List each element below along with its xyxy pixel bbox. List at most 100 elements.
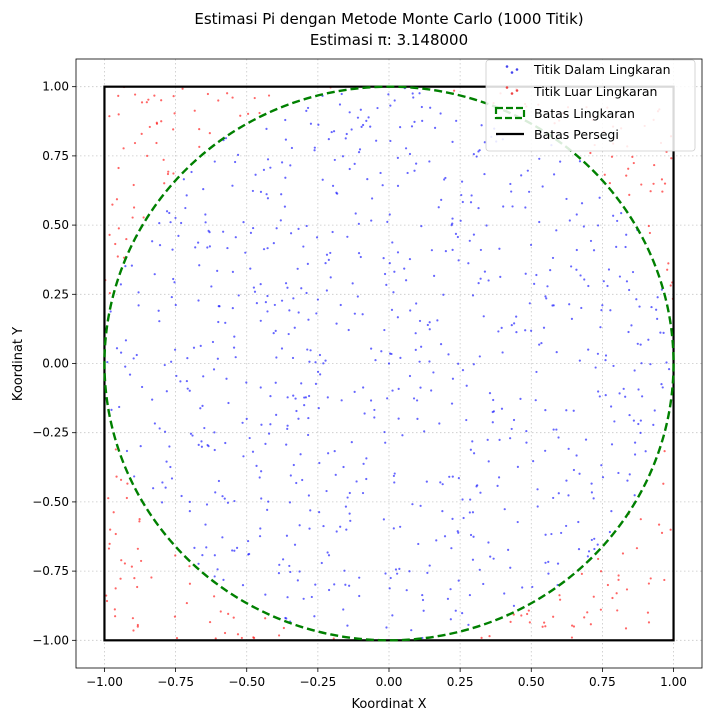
inside-point [231,549,234,552]
inside-point [213,160,216,163]
outside-point [589,623,592,626]
inside-point [394,568,398,571]
inside-point [207,229,210,232]
inside-point [641,395,644,398]
inside-point [465,418,468,422]
inside-point [200,445,203,448]
inside-point [661,386,664,389]
inside-point [430,389,433,392]
inside-point [308,360,311,363]
outside-point [163,182,166,185]
inside-point [396,251,400,254]
inside-point [158,244,162,247]
inside-point [631,270,635,274]
inside-point [659,331,662,334]
outside-point [621,552,625,555]
outside-point [572,625,576,628]
inside-point [387,93,390,96]
inside-point [594,366,597,369]
inside-point [600,309,603,312]
inside-point [329,276,332,279]
inside-point [491,410,494,414]
inside-point [396,184,400,187]
inside-point [625,233,628,236]
inside-point [547,560,550,563]
inside-point [160,501,164,504]
inside-point [417,542,420,546]
inside-point [165,210,169,213]
inside-point [283,205,287,208]
inside-point [565,409,568,412]
inside-point [380,350,383,353]
inside-point [194,246,197,249]
inside-point [578,359,581,362]
outside-point [646,611,650,614]
outside-point [617,574,620,577]
outside-point [138,518,141,521]
outside-point [136,585,139,589]
inside-point [600,464,603,467]
inside-point [426,571,429,574]
inside-point [461,612,464,615]
inside-point [106,360,109,364]
inside-point [570,317,574,320]
inside-point [363,412,366,415]
inside-point [338,103,342,106]
outside-point [175,636,179,640]
outside-point [267,94,271,97]
inside-point [258,476,261,479]
inside-point [308,527,311,530]
inside-point [175,374,178,378]
inside-point [216,568,219,571]
inside-point [151,240,154,243]
inside-point [307,416,310,420]
inside-point [639,431,642,435]
inside-point [592,249,596,252]
inside-point [575,454,578,457]
inside-point [339,303,342,307]
inside-point [627,330,630,334]
inside-point [191,434,194,437]
inside-point [349,519,352,522]
inside-point [265,127,268,131]
inside-point [199,344,202,348]
inside-point [388,262,391,265]
outside-point [667,262,670,265]
inside-point [602,280,605,283]
inside-point [255,464,258,467]
inside-point [555,229,558,232]
inside-point [326,396,329,399]
outside-point [108,233,111,236]
inside-point [300,382,303,385]
inside-point [565,524,568,528]
inside-point [333,583,336,586]
inside-point [180,221,183,225]
inside-point [532,460,535,463]
inside-point [212,368,216,371]
outside-point [198,128,201,131]
inside-point [496,484,499,487]
inside-point [460,180,464,183]
inside-point [331,184,335,187]
outside-point [509,620,512,623]
inside-point [420,105,423,109]
inside-point [560,531,563,535]
inside-point [637,422,640,426]
outside-point [108,115,111,118]
inside-point [158,427,161,430]
inside-point [153,273,156,276]
inside-point [173,348,177,351]
inside-point [626,479,629,482]
inside-point [241,584,245,587]
inside-point [471,558,475,561]
inside-point [419,504,422,507]
inside-point [441,483,444,486]
legend-label-square: Batas Persegi [534,127,619,142]
inside-point [460,193,463,197]
inside-point [457,362,460,365]
outside-point [488,635,491,638]
outside-point [480,636,483,639]
inside-point [314,382,318,385]
inside-point [404,147,408,150]
inside-point [413,169,416,172]
